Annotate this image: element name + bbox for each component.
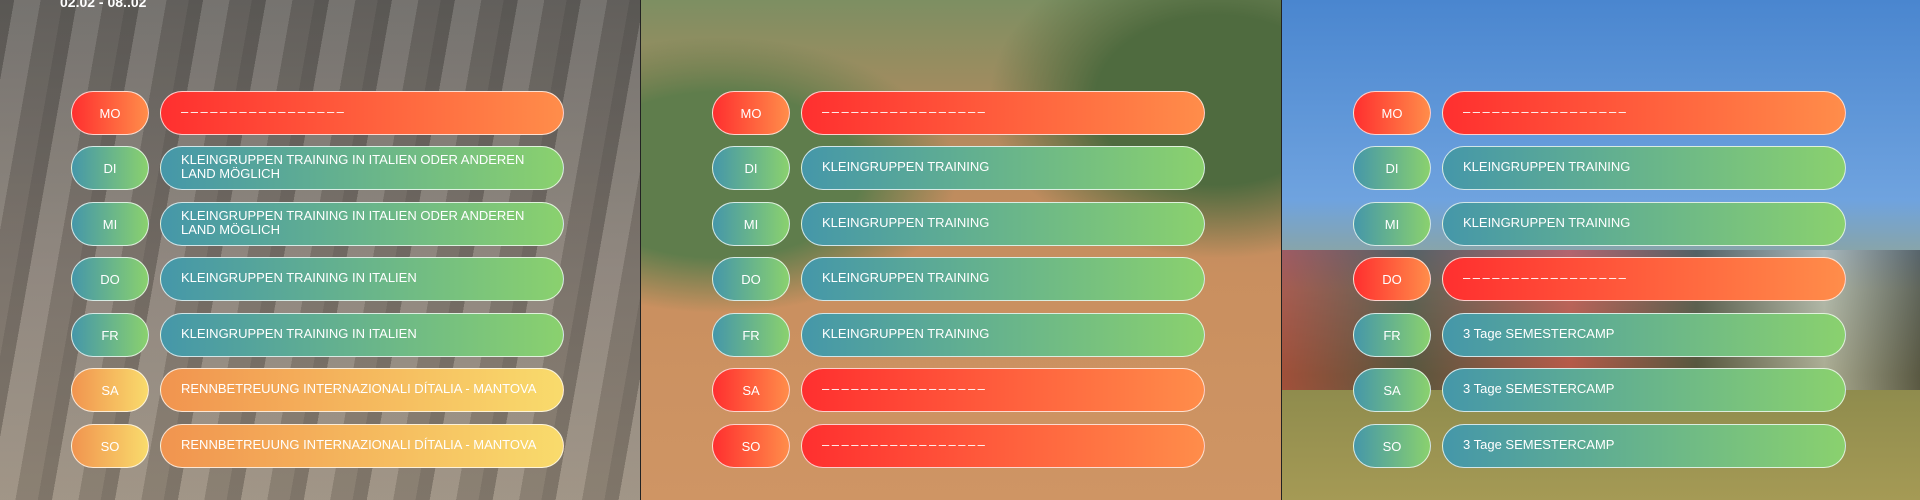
day-pill: MO [712, 91, 790, 135]
day-pill: MI [712, 202, 790, 246]
day-pill: SO [1353, 424, 1431, 468]
event-pill: KLEINGRUPPEN TRAINING IN ITALIEN ODER AN… [160, 202, 564, 246]
event-pill: KLEINGRUPPEN TRAINING IN ITALIEN ODER AN… [160, 146, 564, 190]
schedule-row: MO ––––––––––––––––– [1353, 91, 1849, 135]
event-pill: ––––––––––––––––– [801, 368, 1205, 412]
event-pill: ––––––––––––––––– [801, 424, 1205, 468]
event-pill: 3 Tage SEMESTERCAMP [1442, 424, 1846, 468]
event-pill: KLEINGRUPPEN TRAINING [801, 257, 1205, 301]
schedule-row: DO ––––––––––––––––– [1353, 257, 1849, 301]
schedule-panel-2: MO ––––––––––––––––– DI KLEINGRUPPEN TRAINI… [641, 0, 1281, 500]
schedule-row: DO KLEINGRUPPEN TRAINING [712, 257, 1208, 301]
day-pill: MO [71, 91, 149, 135]
day-pill: SO [71, 424, 149, 468]
schedule-row: MO ––––––––––––––––– [71, 91, 567, 135]
event-pill: RENNBETREUUNG INTERNAZIONALI DÍTALIA - M… [160, 368, 564, 412]
event-pill: KLEINGRUPPEN TRAINING IN ITALIEN [160, 257, 564, 301]
event-pill: 3 Tage SEMESTERCAMP [1442, 313, 1846, 357]
schedule-row: SO 3 Tage SEMESTERCAMP [1353, 424, 1849, 468]
schedule-row: SA RENNBETREUUNG INTERNAZIONALI DÍTALIA -… [71, 368, 567, 412]
day-pill: DO [712, 257, 790, 301]
schedule-panel-1: 02.02 - 08..02 MO ––––––––––––––––– DI KLEI… [0, 0, 640, 500]
event-pill: KLEINGRUPPEN TRAINING [801, 202, 1205, 246]
schedule-row: SO RENNBETREUUNG INTERNAZIONALI DÍTALIA -… [71, 424, 567, 468]
day-pill: FR [71, 313, 149, 357]
day-pill: MI [1353, 202, 1431, 246]
event-pill: KLEINGRUPPEN TRAINING [801, 146, 1205, 190]
event-pill: RENNBETREUUNG INTERNAZIONALI DÍTALIA - M… [160, 424, 564, 468]
event-pill: ––––––––––––––––– [801, 91, 1205, 135]
schedule-row: MI KLEINGRUPPEN TRAINING [712, 202, 1208, 246]
schedule-row: SA ––––––––––––––––– [712, 368, 1208, 412]
day-pill: SO [712, 424, 790, 468]
event-pill: ––––––––––––––––– [160, 91, 564, 135]
schedule-row: DO KLEINGRUPPEN TRAINING IN ITALIEN [71, 257, 567, 301]
event-pill: ––––––––––––––––– [1442, 91, 1846, 135]
event-pill: 3 Tage SEMESTERCAMP [1442, 368, 1846, 412]
day-pill: DO [1353, 257, 1431, 301]
schedule-row: SA 3 Tage SEMESTERCAMP [1353, 368, 1849, 412]
schedule-row: MI KLEINGRUPPEN TRAINING [1353, 202, 1849, 246]
schedule-row: FR KLEINGRUPPEN TRAINING [712, 313, 1208, 357]
day-pill: SA [712, 368, 790, 412]
schedule-row: DI KLEINGRUPPEN TRAINING [1353, 146, 1849, 190]
day-pill: FR [712, 313, 790, 357]
event-pill: KLEINGRUPPEN TRAINING IN ITALIEN [160, 313, 564, 357]
day-pill: DI [712, 146, 790, 190]
schedule-row: FR 3 Tage SEMESTERCAMP [1353, 313, 1849, 357]
schedule-panel-3: MO ––––––––––––––––– DI KLEINGRUPPEN TRAINI… [1282, 0, 1920, 500]
schedule-row: SO ––––––––––––––––– [712, 424, 1208, 468]
day-pill: SA [1353, 368, 1431, 412]
schedule-row: DI KLEINGRUPPEN TRAINING IN ITALIEN ODER … [71, 146, 567, 190]
day-pill: MI [71, 202, 149, 246]
day-pill: MO [1353, 91, 1431, 135]
day-pill: SA [71, 368, 149, 412]
date-range: 02.02 - 08..02 [60, 0, 147, 10]
schedule-row: MI KLEINGRUPPEN TRAINING IN ITALIEN ODER … [71, 202, 567, 246]
day-pill: FR [1353, 313, 1431, 357]
event-pill: ––––––––––––––––– [1442, 257, 1846, 301]
day-pill: DO [71, 257, 149, 301]
event-pill: KLEINGRUPPEN TRAINING [1442, 202, 1846, 246]
event-pill: KLEINGRUPPEN TRAINING [801, 313, 1205, 357]
day-pill: DI [1353, 146, 1431, 190]
schedule-row: FR KLEINGRUPPEN TRAINING IN ITALIEN [71, 313, 567, 357]
schedule-row: MO ––––––––––––––––– [712, 91, 1208, 135]
event-pill: KLEINGRUPPEN TRAINING [1442, 146, 1846, 190]
day-pill: DI [71, 146, 149, 190]
schedule-row: DI KLEINGRUPPEN TRAINING [712, 146, 1208, 190]
